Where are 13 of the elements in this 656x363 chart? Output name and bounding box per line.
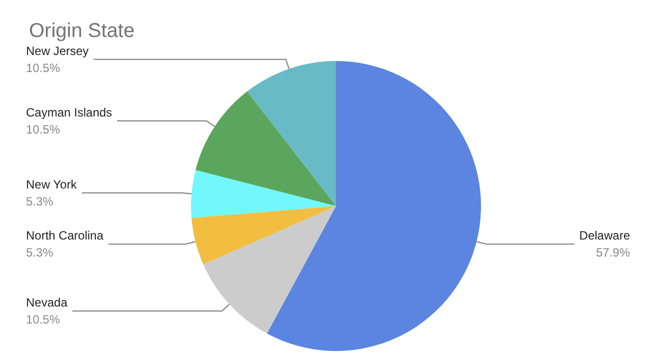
slice-label: North Carolina (26, 228, 104, 243)
data-label: 10.5% (26, 122, 60, 136)
slice-label: Nevada (26, 296, 68, 310)
data-label: 10.5% (26, 312, 60, 327)
data-label: 57.9% (596, 246, 630, 260)
slice-label: New Jersey (26, 44, 89, 58)
data-label: 5.3% (26, 246, 54, 260)
slice-label: New York (26, 177, 78, 192)
data-label: 5.3% (26, 194, 54, 208)
data-label: 10.5% (26, 60, 60, 75)
slice-label: Delaware (579, 228, 630, 243)
slice-label: Cayman Islands (26, 105, 112, 120)
chart-title: Origin State (29, 20, 135, 42)
